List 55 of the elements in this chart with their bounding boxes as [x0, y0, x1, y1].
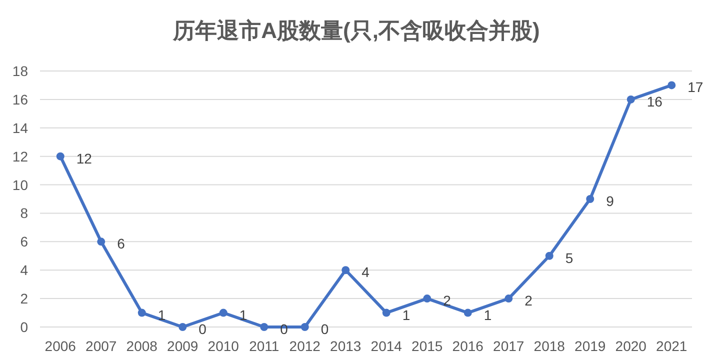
y-tick-label: 2: [20, 290, 28, 307]
point: [668, 81, 676, 90]
x-tick-label: 2017: [493, 338, 524, 354]
point: [504, 294, 513, 303]
x-tick-label: 2020: [615, 338, 647, 354]
data-label: 17: [688, 79, 704, 96]
point: [219, 308, 228, 317]
x-tick-label: 2021: [656, 338, 688, 354]
point: [423, 294, 432, 303]
x-tick-label: 2007: [86, 338, 117, 354]
x-tick-label: 2015: [412, 338, 443, 354]
point: [260, 323, 268, 331]
y-tick-label: 0: [20, 319, 28, 335]
data-label: 1: [484, 306, 492, 323]
x-tick-label: 2009: [167, 338, 198, 354]
point: [545, 252, 554, 260]
data-label: 12: [76, 150, 92, 166]
y-tick-label: 14: [12, 120, 28, 136]
data-label: 4: [362, 264, 370, 280]
data-label: 0: [320, 321, 329, 337]
x-tick-label: 2019: [574, 338, 606, 354]
data-label: 5: [565, 250, 574, 266]
x-tick-label: 2016: [452, 338, 484, 354]
point: [464, 308, 472, 317]
point: [138, 308, 146, 317]
chart-title: 历年退市A股数量(只,不含吸收合并股): [172, 18, 540, 43]
data-label: 2: [524, 292, 533, 309]
x-tick-label: 2012: [289, 338, 321, 354]
point: [586, 195, 594, 203]
data-label: 6: [117, 236, 126, 252]
point: [97, 238, 106, 246]
point: [342, 266, 350, 274]
point: [382, 308, 390, 317]
y-tick-label: 12: [12, 148, 28, 164]
y-tick-label: 8: [20, 205, 28, 222]
data-label: 0: [198, 321, 207, 337]
point: [56, 152, 64, 160]
y-tick-label: 16: [12, 91, 28, 108]
x-tick-label: 2014: [370, 338, 402, 354]
point: [626, 95, 635, 104]
y-tick-label: 6: [20, 234, 28, 250]
y-tick-label: 4: [20, 262, 28, 278]
data-label: 1: [402, 306, 410, 323]
point: [300, 323, 309, 331]
y-tick-label: 18: [12, 63, 28, 79]
data-label: 9: [606, 193, 614, 209]
data-label: 16: [646, 93, 663, 110]
x-tick-label: 2011: [249, 338, 280, 354]
y-tick-label: 10: [12, 176, 28, 193]
x-tick-label: 2013: [330, 338, 362, 354]
point: [178, 323, 187, 331]
x-tick-label: 2010: [208, 338, 240, 354]
x-tick-label: 2006: [44, 338, 76, 354]
x-tick-label: 2008: [126, 338, 158, 354]
x-tick-label: 2018: [534, 338, 566, 354]
